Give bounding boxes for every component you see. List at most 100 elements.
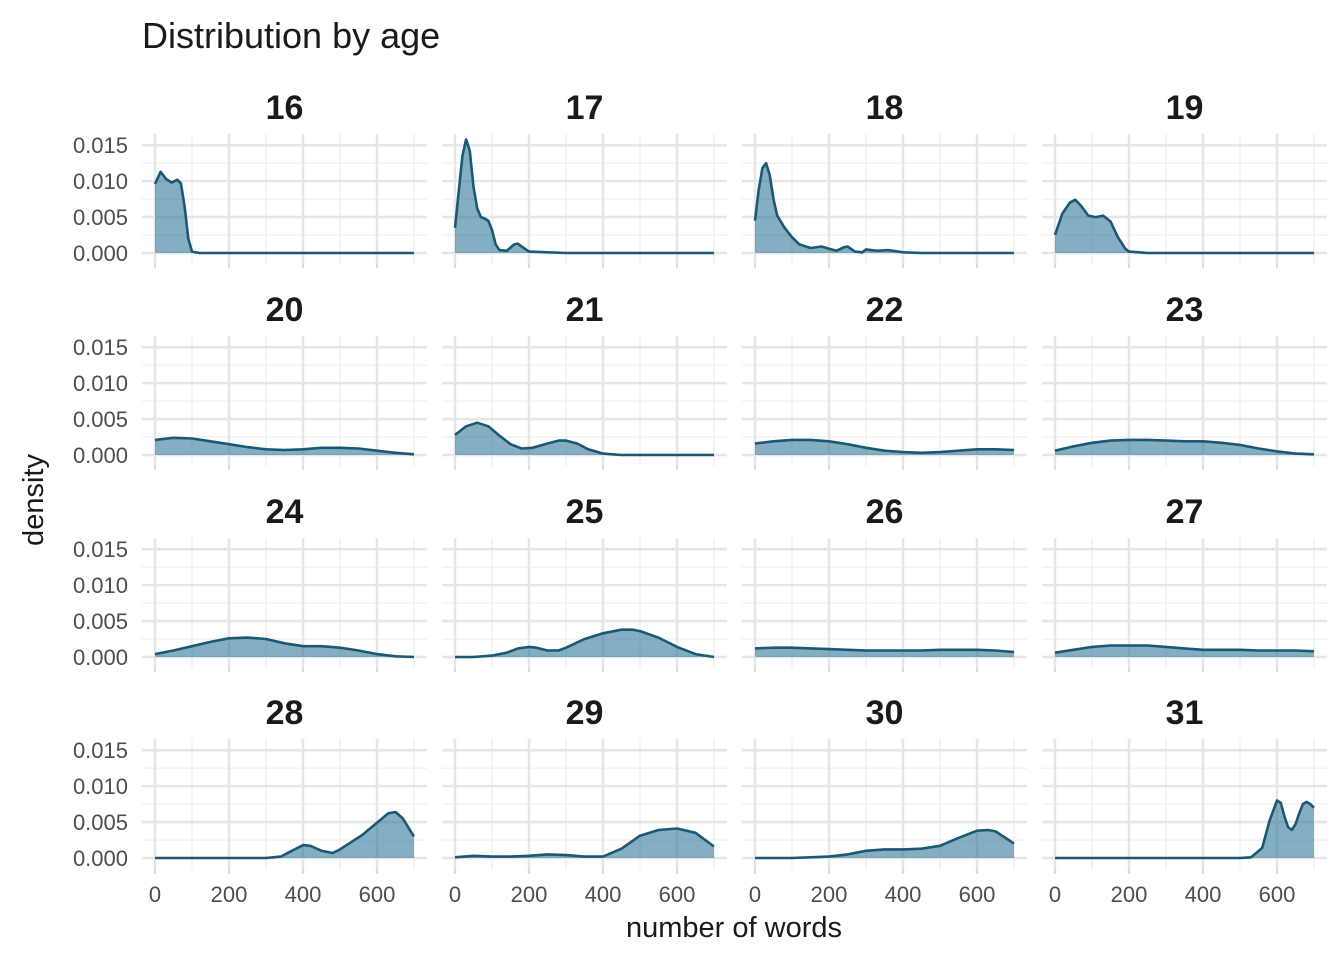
strip-label-23: 23 <box>1166 291 1204 329</box>
density-area-24 <box>155 637 414 657</box>
facet-panel-25: 25 <box>442 493 727 672</box>
strip-label-31: 31 <box>1166 694 1204 732</box>
density-area-29 <box>455 828 714 858</box>
x-tick-label: 0 <box>1049 882 1061 907</box>
y-tick-label: 0.000 <box>73 846 128 871</box>
facet-panel-30: 30 0 200 400 600 <box>742 694 1027 907</box>
y-tick-label: 0.015 <box>73 738 128 763</box>
density-line-31 <box>1055 799 1315 860</box>
density-line-22 <box>754 438 1015 455</box>
facet-panel-29: 29 0 200 400 600 <box>442 694 727 907</box>
y-tick-label: 0.010 <box>73 371 128 396</box>
facet-panel-20: 20 0.000 0.005 0.010 0.015 <box>73 291 427 470</box>
x-tick-label: 600 <box>659 882 696 907</box>
density-area-31 <box>1055 800 1314 858</box>
y-tick-label: 0.015 <box>73 335 128 360</box>
strip-label-26: 26 <box>866 493 904 531</box>
y-tick-label: 0.005 <box>73 205 128 230</box>
x-axis-label: number of words <box>626 912 842 944</box>
y-axis-label: density <box>18 454 50 546</box>
facet-panel-28: 28 0.000 0.005 0.010 0.015 0 200 400 600 <box>73 694 427 907</box>
density-line-17 <box>453 138 714 255</box>
x-tick-label: 0 <box>449 882 461 907</box>
density-area-28 <box>155 812 414 858</box>
x-tick-label: 400 <box>885 882 922 907</box>
y-tick-label: 0.000 <box>73 443 128 468</box>
density-area-21 <box>455 422 714 455</box>
density-line-30 <box>755 828 1015 860</box>
facet-panel-19: 19 <box>1042 89 1327 268</box>
y-tick-label: 0.000 <box>73 645 128 670</box>
x-tick-label: 0 <box>749 882 761 907</box>
y-tick-label: 0.010 <box>73 573 128 598</box>
facet-panel-22: 22 <box>742 291 1027 470</box>
density-area-23 <box>1055 439 1314 455</box>
facet-panels: 16 0.000 0.005 0.010 0.015 17 18 19 20 0.000 0.005… <box>73 89 1327 907</box>
density-line-24 <box>154 636 415 659</box>
y-tick-label: 0.015 <box>73 133 128 158</box>
strip-label-27: 27 <box>1166 493 1204 531</box>
x-tick-label: 200 <box>511 882 548 907</box>
strip-label-18: 18 <box>866 89 904 127</box>
density-line-29 <box>454 827 715 859</box>
density-line-26 <box>754 646 1015 654</box>
strip-label-30: 30 <box>866 694 904 732</box>
strip-label-20: 20 <box>266 291 304 329</box>
y-tick-label: 0.010 <box>73 169 128 194</box>
facet-panel-21: 21 <box>442 291 727 470</box>
x-tick-label: 400 <box>585 882 622 907</box>
x-tick-label: 200 <box>811 882 848 907</box>
x-tick-label: 0 <box>149 882 161 907</box>
density-line-23 <box>1054 438 1315 456</box>
facet-panel-16: 16 0.000 0.005 0.010 0.015 <box>73 89 427 268</box>
density-area-17 <box>455 139 714 253</box>
strip-label-16: 16 <box>266 89 304 127</box>
facet-panel-18: 18 <box>742 89 1027 268</box>
facet-panel-31: 31 0 200 400 600 <box>1042 694 1327 907</box>
chart-title: Distribution by age <box>142 15 440 56</box>
x-tick-label: 400 <box>1185 882 1222 907</box>
density-line-18 <box>753 161 1014 255</box>
strip-label-17: 17 <box>566 89 604 127</box>
density-line-21 <box>454 421 714 457</box>
density-area-25 <box>455 629 714 657</box>
density-area-20 <box>155 437 414 455</box>
facet-panel-27: 27 <box>1042 493 1327 672</box>
x-tick-label: 200 <box>1111 882 1148 907</box>
density-line-16 <box>153 170 414 255</box>
density-area-19 <box>1055 199 1314 253</box>
y-tick-label: 0.005 <box>73 609 128 634</box>
y-tick-label: 0.000 <box>73 241 128 266</box>
facet-panel-23: 23 <box>1042 291 1327 470</box>
x-tick-label: 200 <box>211 882 248 907</box>
y-tick-label: 0.015 <box>73 537 128 562</box>
density-line-25 <box>455 628 715 659</box>
density-area-27 <box>1055 645 1314 657</box>
density-line-27 <box>1054 644 1315 654</box>
x-tick-label: 600 <box>359 882 396 907</box>
strip-label-22: 22 <box>866 291 904 329</box>
density-area-18 <box>755 163 1014 253</box>
y-tick-label: 0.005 <box>73 810 128 835</box>
facet-panel-24: 24 0.000 0.005 0.010 0.015 <box>73 493 427 672</box>
density-area-22 <box>755 439 1014 455</box>
strip-label-24: 24 <box>266 493 304 531</box>
strip-label-25: 25 <box>566 493 604 531</box>
y-tick-label: 0.010 <box>73 774 128 799</box>
strip-label-21: 21 <box>566 291 604 329</box>
x-tick-label: 600 <box>1259 882 1296 907</box>
strip-label-19: 19 <box>1166 89 1204 127</box>
strip-label-29: 29 <box>566 694 604 732</box>
y-tick-label: 0.005 <box>73 407 128 432</box>
density-area-16 <box>155 171 414 253</box>
density-line-19 <box>1053 198 1314 255</box>
density-line-20 <box>154 436 415 456</box>
facet-panel-26: 26 <box>742 493 1027 672</box>
density-area-30 <box>755 830 1014 858</box>
strip-label-28: 28 <box>266 694 304 732</box>
density-line-28 <box>155 810 416 860</box>
facet-panel-17: 17 <box>442 89 727 268</box>
x-tick-label: 600 <box>959 882 996 907</box>
